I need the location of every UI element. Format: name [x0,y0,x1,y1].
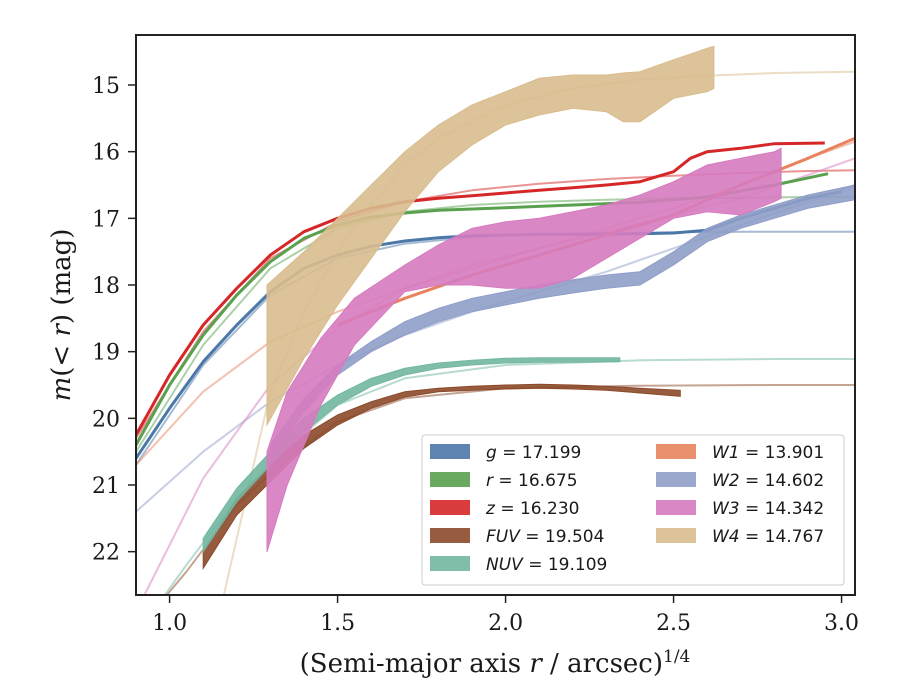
data-band-w2 [269,184,855,460]
legend-label-z: z = 16.230 [485,499,579,519]
legend-swatch-g [430,444,470,459]
legend-label-w2: W2 = 14.602 [712,471,824,491]
data-band-fuv [202,383,681,571]
x-tick-label: 2.0 [488,611,523,636]
legend-swatch-w4 [656,528,696,543]
y-tick-label: 19 [92,341,120,366]
x-axis-label: (Semi-major axis r / arcsec)1/4 [300,647,691,679]
x-tick-label: 1.5 [320,611,355,636]
legend-label-w3: W3 = 14.342 [712,499,824,519]
data-band-w4 [266,45,715,427]
legend-swatch-r [430,472,470,487]
x-tick-label: 1.0 [152,611,187,636]
legend-swatch-w3 [656,500,696,515]
legend-label-g: g = 17.199 [486,443,581,463]
y-tick-label: 22 [92,541,120,566]
data-line-z [136,141,825,436]
legend-swatch-fuv [430,528,470,543]
legend-label-w4: W4 = 14.767 [712,527,824,547]
y-axis: 15 16 17 18 19 20 21 22 [92,74,136,566]
legend-box [421,434,845,586]
x-tick-label: 2.5 [656,611,691,636]
legend-label-r: r = 16.675 [486,471,578,491]
x-tick-label: 3.0 [824,611,859,636]
y-tick-label: 17 [92,207,120,232]
y-tick-label: 16 [92,141,120,166]
legend: g = 17.199 r = 16.675 z = 16.230 FUV = 19.5… [421,434,845,586]
y-tick-label: 18 [92,274,120,299]
y-tick-label: 21 [92,474,120,499]
legend-swatch-z [430,500,470,515]
legend-swatch-w1 [656,444,696,459]
legend-swatch-w2 [656,472,696,487]
y-axis-label: m(< r) (mag) [47,229,77,402]
x-axis: 1.0 1.5 2.0 2.5 3.0 [152,595,859,636]
y-tick-label: 15 [92,74,120,99]
data-band-w3 [266,147,782,552]
legend-label-w1: W1 = 13.901 [712,443,824,463]
data-bands [136,45,855,571]
legend-label-fuv: FUV = 19.504 [486,527,604,547]
legend-label-nuv: NUV = 19.109 [486,555,607,575]
y-tick-label: 20 [92,407,120,432]
legend-swatch-nuv [430,556,470,571]
plot-frame [135,34,856,596]
